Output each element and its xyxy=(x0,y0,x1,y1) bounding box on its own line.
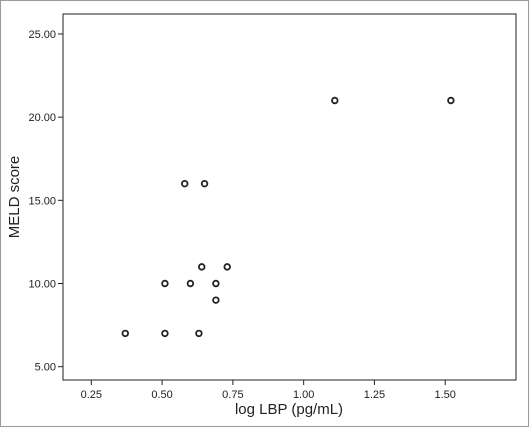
data-point xyxy=(161,279,169,288)
x-tick-label: 0.75 xyxy=(222,389,243,401)
y-tick-label: 5.00 xyxy=(35,362,56,374)
x-tick-label: 1.00 xyxy=(293,389,314,401)
y-tick-label: 15.00 xyxy=(28,195,56,207)
data-point xyxy=(121,329,129,338)
data-point xyxy=(181,179,189,188)
x-tick-label: 0.50 xyxy=(151,389,172,401)
data-points xyxy=(121,96,455,338)
y-tick-label: 25.00 xyxy=(28,29,56,41)
data-point xyxy=(331,96,339,105)
data-point xyxy=(223,263,231,271)
data-point xyxy=(186,279,195,288)
data-point xyxy=(447,96,455,105)
data-point xyxy=(195,329,203,338)
x-tick-label: 1.25 xyxy=(364,389,385,401)
x-axis-ticks: 0.25 0.50 0.75 1.00 1.25 1.50 xyxy=(81,380,456,401)
y-tick-label: 10.00 xyxy=(28,279,56,291)
data-point xyxy=(212,279,220,288)
data-point xyxy=(212,296,220,304)
data-point xyxy=(200,179,209,188)
y-axis-label: MELD score xyxy=(6,156,23,239)
y-axis-ticks: 5.00 10.00 15.00 20.00 25.00 xyxy=(28,29,63,374)
data-point xyxy=(161,329,169,338)
x-axis-label: log LBP (pg/mL) xyxy=(235,401,343,418)
x-tick-label: 1.50 xyxy=(435,389,456,401)
plot-area xyxy=(62,13,517,381)
x-tick-label: 0.25 xyxy=(81,389,102,401)
data-point xyxy=(198,263,206,271)
y-tick-label: 20.00 xyxy=(28,112,56,124)
